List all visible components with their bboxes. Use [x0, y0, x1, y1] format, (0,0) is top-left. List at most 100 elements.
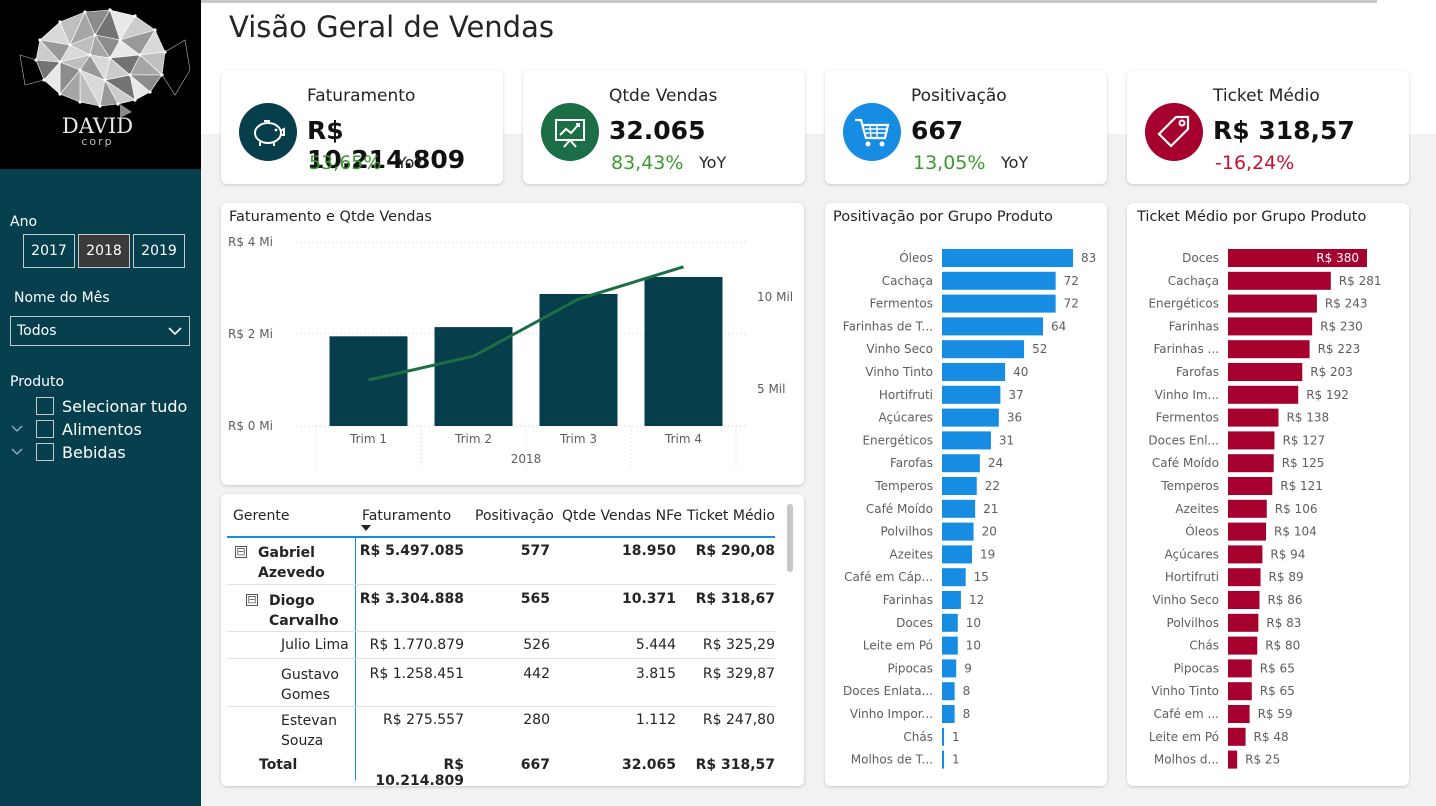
category-label: Vinho Tinto	[1151, 684, 1219, 698]
bar	[942, 271, 1056, 290]
category-label: Vinho Tinto	[865, 365, 933, 379]
mes-dropdown[interactable]: Todos	[10, 316, 190, 346]
faturamento-qtde-chart-card: Faturamento e Qtde Vendas R$ 0 Mi R$ 2 Mi…	[221, 203, 804, 485]
bar	[1228, 477, 1273, 495]
data-label: 19	[980, 547, 995, 561]
row-divider	[227, 631, 775, 632]
data-label: R$ 243	[1325, 297, 1368, 311]
kpi-yoy: YoY	[1001, 153, 1029, 172]
total-label: Total	[259, 757, 298, 773]
chevron-down-icon	[168, 327, 182, 336]
row-gerente-name: Estevan Souza	[281, 713, 337, 749]
checkbox[interactable]	[36, 397, 54, 415]
data-label: 40	[1013, 365, 1028, 379]
logo-node	[78, 100, 82, 104]
row-gerente-name: Gabriel Azevedo	[258, 545, 325, 581]
logo-node	[78, 68, 82, 72]
bar	[942, 454, 980, 473]
kpi-pct: -16,24%	[1215, 152, 1295, 174]
bar-faturamento	[539, 293, 618, 426]
logo-facet	[120, 104, 132, 118]
category-label: Vinho Seco	[1152, 593, 1219, 607]
chart-title: Ticket Médio por Grupo Produto	[1137, 209, 1367, 225]
mes-label: Nome do Mês	[14, 290, 110, 306]
x-tick-label: Trim 1	[349, 432, 387, 446]
kpi-value: 667	[911, 116, 964, 145]
bar	[1228, 363, 1303, 381]
col-header-ticket-medio[interactable]: Ticket Médio	[687, 508, 775, 524]
category-label: Fermentos	[1156, 411, 1219, 425]
year-button-2018[interactable]: 2018	[78, 234, 130, 268]
bar	[942, 591, 961, 609]
left-axis-tick: R$ 4 Mi	[228, 235, 273, 249]
bar	[942, 705, 955, 723]
category-label: Farofas	[890, 456, 933, 470]
row-ticket: R$ 247,80	[702, 712, 775, 728]
checkbox[interactable]	[36, 420, 54, 438]
logo-facet	[59, 54, 91, 71]
piggy-bank-icon	[239, 103, 297, 161]
data-label: R$ 203	[1310, 365, 1353, 379]
total-ticket: R$ 318,57	[695, 757, 775, 773]
row-header-divider	[355, 538, 356, 780]
produto-item-selecionar-tudo[interactable]: Selecionar tudo	[10, 395, 187, 417]
bar	[942, 499, 976, 518]
kpi-pct: 53,65%	[309, 152, 382, 174]
chevron-down-icon[interactable]	[10, 418, 36, 440]
category-label: Cachaça	[882, 274, 933, 288]
bar	[1228, 499, 1267, 518]
category-label: Café em ...	[1154, 707, 1219, 721]
x-tick-label: Trim 4	[664, 432, 702, 446]
data-label: 8	[963, 684, 971, 698]
bar-faturamento	[329, 336, 408, 426]
bar	[1228, 682, 1252, 701]
category-label: Fermentos	[870, 297, 933, 311]
checkbox[interactable]	[36, 443, 54, 461]
bar	[1228, 522, 1267, 541]
bar	[1228, 294, 1317, 313]
data-label: R$ 86	[1267, 593, 1302, 607]
positivacao-chart-card: Positivação por Grupo Produto Óleos 83 Cac…	[825, 203, 1107, 786]
row-qtde: 3.815	[635, 666, 676, 682]
data-label: 10	[966, 616, 981, 630]
col-header-faturamento[interactable]: Faturamento	[362, 508, 452, 524]
category-label: Vinho Impor...	[850, 707, 933, 721]
category-label: Açúcares	[879, 411, 933, 425]
data-label: R$ 48	[1254, 730, 1289, 744]
kpi-title: Ticket Médio	[1213, 86, 1320, 106]
data-label: R$ 65	[1260, 684, 1295, 698]
bar	[942, 363, 1006, 381]
bar	[1228, 636, 1258, 655]
produto-item-alimentos[interactable]: Alimentos	[10, 418, 142, 440]
kpi-card-positivacao: Positivação 667 13,05% YoY	[825, 70, 1107, 184]
ano-label: Ano	[10, 214, 38, 230]
kpi-pct: 83,43%	[611, 152, 684, 174]
category-label: Farinhas de T...	[843, 319, 933, 333]
row-ticket: R$ 318,67	[695, 591, 775, 607]
category-label: Farinhas ...	[1154, 342, 1220, 356]
col-header-qtde-vendas-nfe[interactable]: Qtde Vendas NFe	[562, 508, 683, 524]
collapse-icon[interactable]: ⊟	[235, 545, 247, 558]
bar	[942, 294, 1056, 313]
data-label: 72	[1064, 274, 1079, 288]
scrollbar[interactable]	[787, 504, 793, 572]
col-header-positivacao[interactable]: Positivação	[475, 508, 554, 524]
year-button-2019[interactable]: 2019	[133, 234, 185, 268]
logo-line	[161, 39, 191, 96]
year-button-2017[interactable]: 2017	[23, 234, 75, 268]
chevron-down-icon[interactable]	[10, 441, 36, 463]
bar	[1228, 705, 1250, 723]
bar	[1228, 613, 1259, 632]
row-divider	[227, 658, 775, 659]
col-header-gerente[interactable]: Gerente	[233, 508, 290, 524]
logo-line	[19, 54, 45, 86]
row-positivacao: 526	[523, 637, 550, 653]
bar	[1228, 545, 1263, 564]
produto-item-bebidas[interactable]: Bebidas	[10, 441, 126, 463]
data-label: 1	[952, 730, 960, 744]
logo-node	[128, 73, 132, 77]
logo-node	[58, 60, 62, 64]
bar	[942, 682, 955, 701]
category-label: Energéticos	[1148, 297, 1219, 311]
collapse-icon[interactable]: ⊟	[246, 593, 258, 606]
